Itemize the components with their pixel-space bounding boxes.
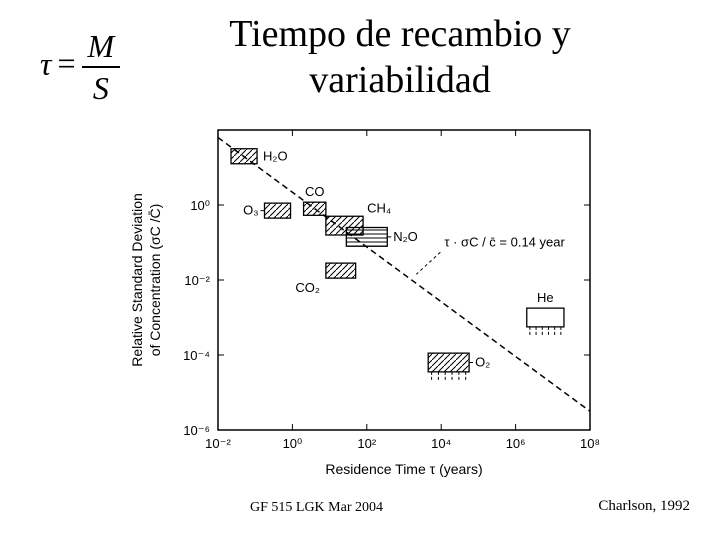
svg-text:10⁶: 10⁶ (506, 436, 526, 451)
svg-text:10⁻⁴: 10⁻⁴ (183, 348, 210, 363)
svg-text:Residence Time τ (years): Residence Time τ (years) (325, 461, 482, 477)
svg-text:H₂O: H₂O (263, 148, 288, 163)
svg-text:O₃: O₃ (243, 203, 258, 218)
formula-den: S (82, 68, 121, 104)
formula-lhs: τ (40, 45, 51, 81)
svg-text:10⁻²: 10⁻² (184, 273, 210, 288)
footer-source: GF 515 LGK Mar 2004 (250, 500, 383, 516)
page: τ=MS Tiempo de recambio y variabilidad 1… (0, 0, 720, 540)
svg-text:τ · σC / c̄ = 0.14 year: τ · σC / c̄ = 0.14 year (444, 234, 565, 249)
residence-time-chart: 10⁻² 10⁰ 10² 10⁴ 10⁶ 10⁸ 10⁻⁶ 10⁻⁴ 10⁻² 10⁰ Reside… (120, 120, 620, 490)
svg-text:10⁴: 10⁴ (431, 436, 451, 451)
svg-text:10⁰: 10⁰ (283, 436, 303, 451)
svg-text:O₂: O₂ (475, 355, 490, 370)
formula-num: M (82, 30, 121, 68)
svg-text:CO: CO (305, 184, 325, 199)
svg-text:10⁻⁶: 10⁻⁶ (183, 423, 210, 438)
svg-text:He: He (537, 290, 554, 305)
svg-text:10⁰: 10⁰ (190, 198, 210, 213)
formula-frac: MS (82, 30, 121, 104)
svg-text:CO₂: CO₂ (295, 280, 320, 295)
page-title: Tiempo de recambio y variabilidad (150, 12, 650, 103)
formula-eq: = (51, 45, 81, 81)
formula: τ=MS (40, 30, 120, 104)
svg-text:Relative Standard Deviationof: Relative Standard Deviationof Concentrat… (129, 193, 163, 367)
svg-text:10⁻²: 10⁻² (205, 436, 231, 451)
svg-text:CH₄: CH₄ (367, 200, 391, 215)
svg-text:10²: 10² (357, 436, 376, 451)
footer-citation: Charlson, 1992 (598, 498, 690, 515)
svg-text:10⁸: 10⁸ (580, 436, 600, 451)
svg-text:N₂O: N₂O (393, 229, 418, 244)
